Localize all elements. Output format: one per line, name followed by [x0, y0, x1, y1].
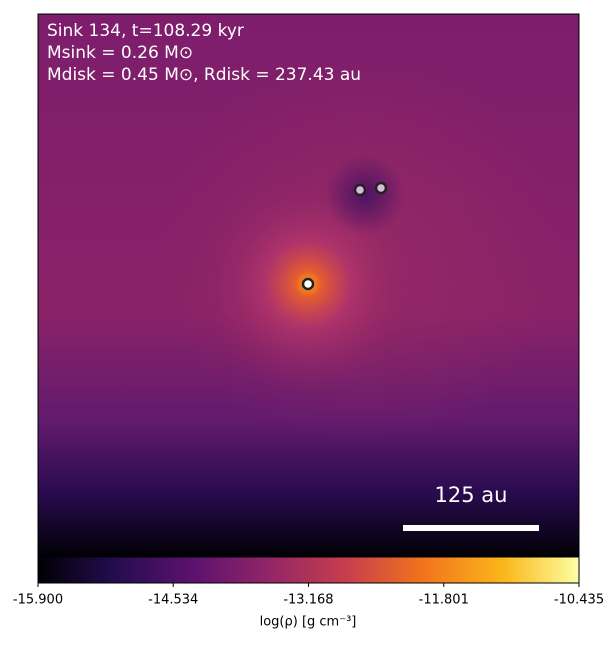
colorbar-tick-label: -10.435 [554, 593, 604, 608]
annotation: Mdisk = 0.45 M⊙, Rdisk = 237.43 au [47, 65, 361, 85]
colorbar-tick-label: -14.534 [148, 593, 198, 608]
colorbar [37, 556, 580, 584]
annotation: Sink 134, t=108.29 kyr [47, 21, 244, 41]
sink-primary [301, 277, 315, 291]
sink [353, 183, 367, 197]
scale-bar [403, 525, 539, 531]
scale-bar-label: 125 au [435, 483, 508, 507]
colorbar-tick-label: -11.801 [419, 593, 469, 608]
colorbar-tick-label: -15.900 [13, 593, 63, 608]
colorbar-tick-label: -13.168 [283, 593, 333, 608]
annotation: Msink = 0.26 M⊙ [47, 43, 193, 63]
colorbar-label: log(ρ) [g cm⁻³] [260, 615, 357, 630]
sink [374, 181, 388, 195]
